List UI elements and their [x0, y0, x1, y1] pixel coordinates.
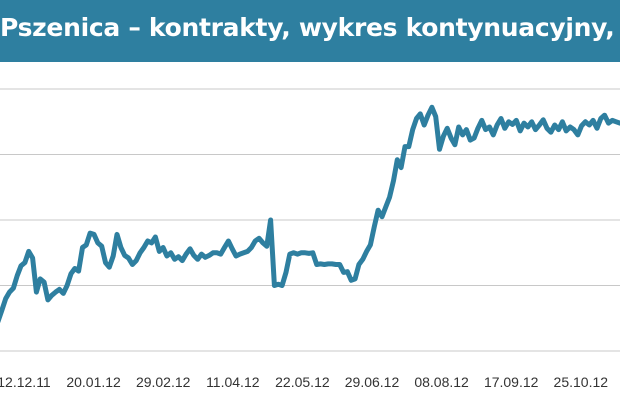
x-tick-label: 29.02.12 — [136, 374, 191, 390]
x-tick-label: 25.10.12 — [554, 374, 609, 390]
x-tick-label: 08.08.12 — [414, 374, 469, 390]
x-tick-label: 11.04.12 — [206, 374, 260, 390]
chart-title: Pszenica – kontrakty, wykres kontynuacyj… — [0, 13, 620, 42]
wheat-price-line-chart: 12.12.11 20.01.12 29.02.12 11.04.12 22.05.12… — [0, 88, 620, 390]
x-tick-label: 29.06.12 — [345, 374, 400, 390]
gridlines — [0, 88, 620, 352]
title-banner: Pszenica – kontrakty, wykres kontynuacyj… — [0, 0, 620, 62]
x-tick-label: 20.01.12 — [66, 374, 121, 390]
x-axis-tick-labels: 12.12.11 20.01.12 29.02.12 11.04.12 22.05.12… — [0, 374, 608, 390]
x-tick-label: 22.05.12 — [275, 374, 330, 390]
x-tick-label: 12.12.11 — [0, 374, 51, 390]
x-tick-label: 17.09.12 — [484, 374, 539, 390]
series-layer — [0, 104, 620, 323]
series-line — [0, 104, 620, 323]
